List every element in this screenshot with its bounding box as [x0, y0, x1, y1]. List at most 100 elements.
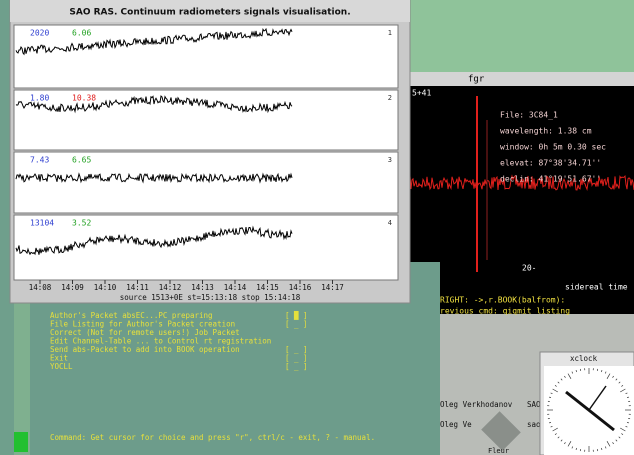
info-line: wavelength: 1.38 cm	[500, 127, 592, 136]
clock-tick	[557, 436, 560, 439]
menu-item[interactable]: Edit Channel-Table ... to Control rt reg…	[50, 337, 271, 346]
terminal-button[interactable]	[14, 432, 28, 452]
clock-tick	[550, 425, 553, 428]
clock-tick	[550, 392, 553, 395]
clock-tick	[606, 441, 611, 447]
clock-tick	[625, 425, 628, 428]
clock-tick	[557, 381, 560, 384]
panel-value: 6.06	[72, 29, 91, 38]
icon-label: Fleur	[488, 447, 509, 455]
window-title: SAO RAS. Continuum radiometers signals v…	[69, 8, 350, 18]
signal-trace	[15, 172, 293, 184]
panel-index: 3	[388, 156, 392, 164]
menu-marker: [ _ ]	[285, 320, 308, 329]
clock-tick	[601, 447, 603, 451]
clock-tick	[615, 439, 618, 442]
status-line: RIGHT: ->,r.BOOK(balfrom):	[440, 296, 565, 305]
image-window	[410, 86, 634, 314]
time-label: 14:09	[61, 283, 84, 292]
signal-trace	[15, 225, 293, 256]
user-label: Oleg Verkhodanov	[440, 400, 513, 409]
clock-tick	[571, 446, 574, 449]
clock-title: xclock	[570, 354, 598, 363]
clock-tick	[560, 378, 563, 381]
window-titlebar	[10, 0, 410, 22]
command-line: Command: Get cursor for choice and press…	[50, 433, 375, 442]
plot-panel	[13, 89, 399, 151]
plot-panel	[13, 24, 399, 89]
signal-trace	[15, 95, 293, 114]
clock-tick	[548, 396, 552, 398]
menu-marker: [ _ ]	[285, 354, 308, 363]
signal-trace	[409, 174, 634, 192]
clock-tick	[604, 371, 607, 374]
menu-item[interactable]: File Listing for Author's Packet creatio…	[50, 320, 235, 329]
panel-index: 2	[388, 94, 392, 102]
clock-tick	[626, 422, 630, 424]
time-label: 14:08	[29, 283, 52, 292]
clock-tick	[560, 439, 563, 442]
time-label: 14:17	[321, 283, 344, 292]
clock-tick	[621, 385, 624, 387]
desktop-area	[410, 0, 634, 72]
menu-item[interactable]: Send abs-Packet to add into BOOK operati…	[50, 345, 240, 354]
menu-marker: [ █ ]	[285, 310, 308, 320]
menu-marker: [ _ ]	[285, 345, 308, 354]
info-line: File: 3C84_1	[500, 111, 558, 120]
menu-marker: [ _ ]	[285, 362, 308, 371]
clock-tick	[620, 388, 626, 393]
clock-tick	[625, 392, 628, 395]
clock-tick	[618, 381, 621, 384]
info-line: declin: 41°19'51.67''	[500, 175, 601, 184]
menu-item[interactable]: Correct (Not for remote users!) Job Pack…	[50, 328, 240, 337]
time-label: 14:12	[159, 283, 182, 292]
user-label: sao	[527, 420, 541, 429]
plot-footer: source 1513+0E st=15:13:18 stop 15:14:18	[120, 293, 301, 302]
clock-tick	[601, 369, 603, 373]
panel-index: 4	[388, 219, 392, 227]
clock-tick	[552, 388, 558, 393]
plot-panel	[13, 151, 399, 214]
clock-tick	[564, 442, 566, 445]
icon[interactable]	[481, 411, 521, 451]
panel-index: 1	[388, 29, 392, 37]
axis-label: sidereal time	[565, 283, 628, 292]
clock-tick	[604, 446, 607, 449]
info-line: window: 0h 5m 0.30 sec	[500, 143, 606, 152]
time-label: 14:10	[94, 283, 117, 292]
clock-tick	[548, 422, 552, 424]
scale-label: 20-	[522, 264, 536, 273]
clock-tick	[575, 447, 577, 451]
clock-tick	[621, 433, 624, 435]
clock-tick	[567, 373, 572, 379]
time-label: 14:13	[191, 283, 214, 292]
clock-tick	[618, 436, 621, 439]
menu-item[interactable]: YOCLL	[50, 362, 73, 371]
clock-tick	[552, 427, 558, 432]
clock-tick	[564, 375, 566, 378]
panel-value: 3.52	[72, 219, 91, 228]
corner-label: 5+41	[412, 89, 431, 98]
clock-hand	[565, 390, 615, 432]
info-line: elevat: 87°38'34.71''	[500, 159, 601, 168]
user-label: Oleg Ve	[440, 420, 472, 429]
panel-value: 1.80	[30, 94, 49, 103]
clock-tick	[615, 378, 618, 381]
panel-value: 10.38	[72, 94, 96, 103]
time-label: 14:15	[256, 283, 279, 292]
clock-tick	[554, 385, 557, 387]
clock-tick	[571, 371, 574, 374]
clock-hand	[588, 385, 607, 411]
terminal-scrollbar	[14, 300, 30, 455]
signal-trace	[15, 27, 293, 56]
time-label: 14:14	[224, 283, 247, 292]
menu-item[interactable]: Exit	[50, 354, 68, 363]
clock-tick	[612, 442, 614, 445]
clock-tick	[554, 433, 557, 435]
panel-value: 13104	[30, 219, 54, 228]
time-label: 14:16	[289, 283, 312, 292]
menu-item[interactable]: Author's Packet absEC...PC preparing	[50, 311, 213, 320]
time-label: 14:11	[126, 283, 149, 292]
